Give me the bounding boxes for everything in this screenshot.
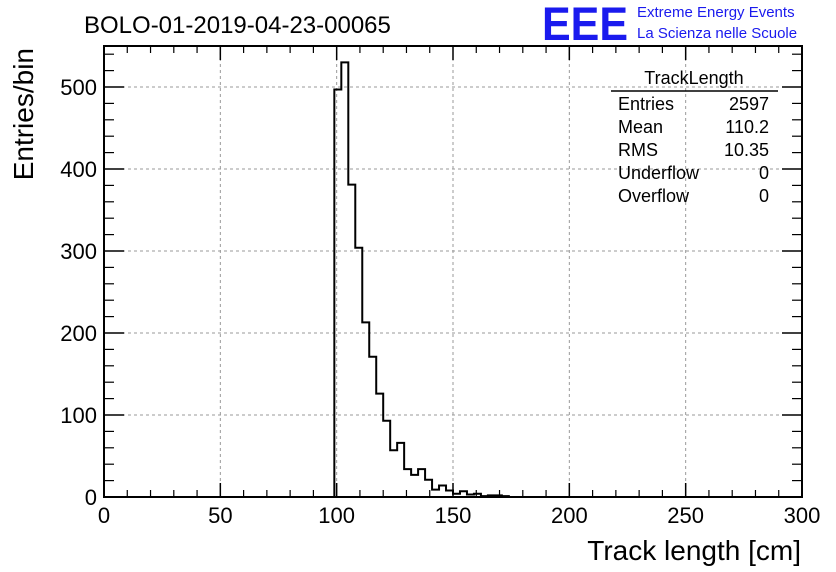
- stats-value-rms: 10.35: [724, 140, 769, 160]
- stats-label-entries: Entries: [618, 94, 674, 114]
- grid-lines: [104, 46, 802, 497]
- x-tick-label: 300: [784, 503, 821, 528]
- histogram-bin: [341, 62, 348, 497]
- x-tick-label: 200: [551, 503, 588, 528]
- y-tick-label: 100: [60, 403, 97, 428]
- x-tick-label: 100: [318, 503, 355, 528]
- stats-label-mean: Mean: [618, 117, 663, 137]
- x-tick-label: 250: [667, 503, 704, 528]
- stats-value-mean: 110.2: [725, 117, 769, 137]
- stats-label-rms: RMS: [618, 140, 658, 160]
- stats-value-underflow: 0: [759, 163, 769, 183]
- x-axis-label: Track length [cm]: [587, 535, 801, 566]
- stats-value-entries: 2597: [729, 94, 769, 114]
- y-tick-label: 400: [60, 157, 97, 182]
- eee-logo: EEE Extreme Energy Events La Scienza nel…: [542, 0, 797, 50]
- histogram-bin: [397, 443, 404, 497]
- histogram-outline: [333, 61, 516, 498]
- chart-title: BOLO-01-2019-04-23-00065: [84, 12, 391, 39]
- stats-label-underflow: Underflow: [618, 163, 700, 183]
- histogram-bin: [411, 475, 418, 497]
- histogram-bin: [439, 486, 446, 497]
- histogram-bin: [404, 469, 411, 497]
- y-tick-label: 200: [60, 321, 97, 346]
- axis-ticks: [103, 46, 803, 498]
- histogram-bin: [362, 322, 369, 497]
- histogram-bin: [418, 469, 425, 497]
- y-tick-labels: 0 100 200 300 400 500: [60, 75, 97, 510]
- histogram-bin: [355, 248, 362, 497]
- stats-label-overflow: Overflow: [618, 186, 690, 206]
- x-tick-label: 150: [435, 503, 472, 528]
- x-tick-label: 0: [98, 503, 110, 528]
- y-tick-label: 300: [60, 239, 97, 264]
- eee-logo-mark: EEE: [542, 0, 628, 50]
- logo-line-2: La Scienza nelle Scuole: [637, 25, 797, 42]
- histogram-bin: [432, 490, 439, 497]
- y-tick-label: 0: [85, 485, 97, 510]
- histogram-bin: [334, 89, 341, 497]
- y-tick-label: 500: [60, 75, 97, 100]
- stats-box-title: TrackLength: [644, 68, 743, 88]
- histogram-bin: [390, 450, 397, 497]
- y-axis-label: Entries/bin: [8, 48, 39, 180]
- stats-value-overflow: 0: [759, 186, 769, 206]
- logo-line-1: Extreme Energy Events: [637, 4, 795, 21]
- x-tick-label: 50: [208, 503, 232, 528]
- stats-box: TrackLength Entries 2597 Mean 110.2 RMS …: [611, 68, 778, 206]
- histogram-bin: [425, 480, 432, 497]
- histogram-series: [333, 61, 516, 498]
- histogram-bin: [369, 357, 376, 497]
- histogram-bin: [383, 421, 390, 497]
- histogram-bin: [348, 185, 355, 497]
- histogram-bin: [376, 394, 383, 497]
- x-tick-labels: 0 50 100 150 200 250 300: [98, 503, 820, 528]
